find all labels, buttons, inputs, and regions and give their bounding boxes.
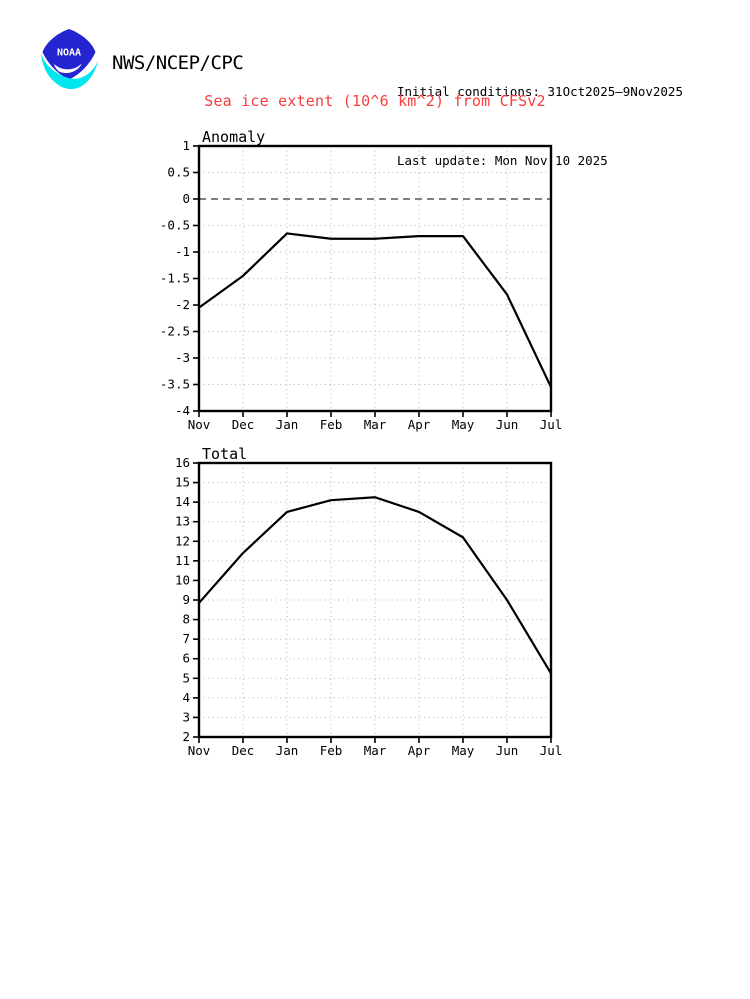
x-tick-label: Apr <box>408 743 431 758</box>
y-tick-label: -1.5 <box>160 271 190 286</box>
noaa-logo-bird-icon <box>54 63 82 74</box>
x-tick-label: Jan <box>276 417 299 432</box>
anomaly-chart: Nov Dec Jan Feb Mar Apr May Jun Jul 1 0.5 0 -0.5 -1 -1… <box>160 128 563 432</box>
x-tick-label: Mar <box>364 417 387 432</box>
x-tick-label: Nov <box>188 743 211 758</box>
y-tick-label: 10 <box>175 572 190 587</box>
x-tick-label: Mar <box>364 743 387 758</box>
x-tick-label: Jul <box>540 417 563 432</box>
total-series-line <box>197 496 553 675</box>
run-info: Initial conditions: 31Oct2025–9Nov2025 L… <box>397 34 683 195</box>
y-tick-label: 6 <box>182 651 190 666</box>
x-tick-label: Feb <box>320 743 343 758</box>
y-tick-label: 11 <box>175 553 190 568</box>
last-update-text: Last update: Mon Nov 10 2025 <box>397 153 608 168</box>
y-tick-label: 12 <box>175 533 190 548</box>
y-tick-label: 0 <box>182 191 190 206</box>
y-tick-label: 13 <box>175 514 190 529</box>
anomaly-chart-title: Anomaly <box>202 128 265 146</box>
y-tick-label: 15 <box>175 475 190 490</box>
y-tick-label: 1 <box>182 138 190 153</box>
y-tick-label: 14 <box>175 494 190 509</box>
y-tick-label: 8 <box>182 612 190 627</box>
y-tick-label: 16 <box>175 455 190 470</box>
x-tick-label: Jul <box>540 743 563 758</box>
initial-conditions-text: Initial conditions: 31Oct2025–9Nov2025 <box>397 84 683 99</box>
x-tick-label: Jun <box>496 743 519 758</box>
noaa-logo-text: NOAA <box>57 48 81 59</box>
page-title: Sea ice extent (10^6 km^2) from CFSv2 <box>204 92 546 110</box>
x-tick-label: Jan <box>276 743 299 758</box>
y-tick-label: -2 <box>175 297 190 312</box>
y-tick-label: -3.5 <box>160 377 190 392</box>
agency-name: NWS/NCEP/CPC <box>112 52 244 74</box>
x-tick-label: May <box>452 417 475 432</box>
anomaly-series-line <box>197 232 553 389</box>
x-tick-label: Feb <box>320 417 343 432</box>
plot-frame <box>197 461 553 739</box>
total-chart-title: Total <box>202 445 247 463</box>
total-chart: Nov Dec Jan Feb Mar Apr May Jun Jul 16 15 14 13 12 11 1… <box>175 445 563 758</box>
x-tick-label: Apr <box>408 417 431 432</box>
noaa-logo: NOAA <box>41 29 99 90</box>
x-tick-label: Dec <box>232 743 255 758</box>
y-tick-label: 5 <box>182 670 190 685</box>
y-tick-label: 3 <box>182 709 190 724</box>
y-tick-label: 0.5 <box>167 165 190 180</box>
y-tick-label: 9 <box>182 592 190 607</box>
x-tick-label: Jun <box>496 417 519 432</box>
x-tick-label: May <box>452 743 475 758</box>
y-tick-label: -1 <box>175 244 190 259</box>
x-tick-label: Dec <box>232 417 255 432</box>
x-tick-label: Nov <box>188 417 211 432</box>
y-tick-label: 7 <box>182 631 190 646</box>
y-tick-label: -2.5 <box>160 324 190 339</box>
y-tick-label: 4 <box>182 690 190 705</box>
y-tick-label: -4 <box>175 403 190 418</box>
noaa-logo-swoosh <box>41 53 99 90</box>
y-tick-label: -0.5 <box>160 218 190 233</box>
plot-frame <box>197 144 553 413</box>
y-tick-label: -3 <box>175 350 190 365</box>
y-tick-label: 2 <box>182 729 190 744</box>
